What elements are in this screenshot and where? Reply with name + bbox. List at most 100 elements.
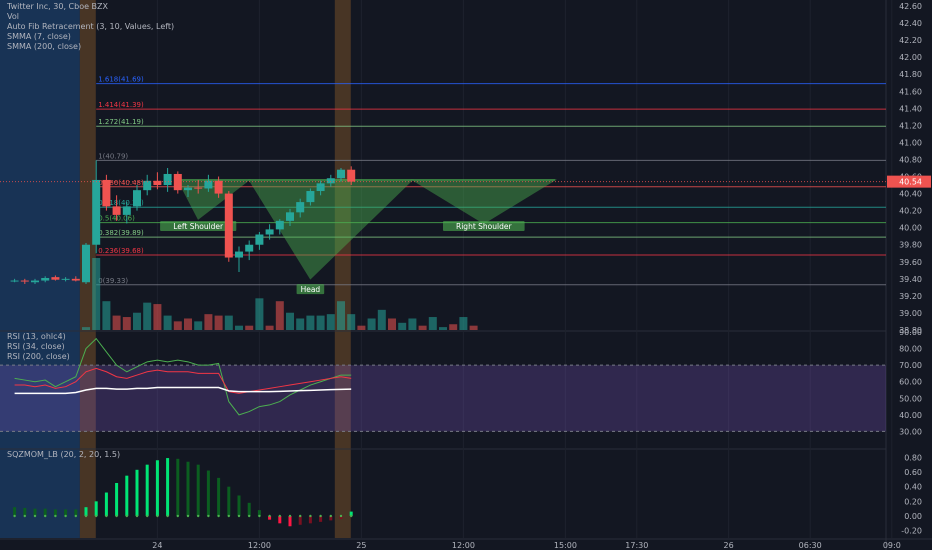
volume-bar-12 bbox=[204, 314, 213, 330]
sqz-tick-3: 0.20 bbox=[904, 497, 922, 506]
sqz-bar-24 bbox=[257, 510, 261, 516]
pattern-label-bg-2 bbox=[443, 220, 525, 231]
candle-body-29 bbox=[306, 191, 315, 203]
volume-bar-19 bbox=[275, 301, 284, 330]
volume-bar-5 bbox=[133, 312, 141, 330]
legend-rsi-200[interactable]: RSI (200, close) bbox=[7, 352, 70, 361]
fib-label-1.618: 1.618(41.69) bbox=[98, 76, 144, 84]
volume-bar-16 bbox=[245, 325, 254, 330]
volume-bar-1 bbox=[92, 258, 101, 330]
volume-bar-11 bbox=[194, 321, 203, 330]
price-tick-0: 42.60 bbox=[899, 2, 922, 11]
time-label-2: 25 bbox=[356, 541, 366, 550]
volume-bar-2 bbox=[102, 301, 111, 330]
price-tick-16: 39.40 bbox=[899, 275, 922, 284]
candle-body-27 bbox=[286, 212, 294, 221]
candle-body-28 bbox=[296, 202, 305, 213]
session-highlight-1 bbox=[334, 0, 351, 538]
volume-bar-34 bbox=[428, 317, 437, 330]
rsi-line-1 bbox=[14, 367, 352, 394]
sqz-dot-1 bbox=[23, 514, 26, 518]
sqz-tick-2: 0.40 bbox=[904, 483, 922, 492]
sqz-dot-11 bbox=[125, 514, 128, 518]
sqz-bar-33 bbox=[349, 511, 353, 516]
time-label-6: 26 bbox=[724, 541, 734, 550]
fib-label-1.272: 1.272(41.19) bbox=[98, 118, 144, 126]
sqz-tick-5: -0.20 bbox=[901, 527, 922, 536]
volume-bar-10 bbox=[184, 318, 192, 330]
sqz-bar-18 bbox=[196, 464, 200, 516]
fib-levels: 1.618(41.69) 1.414(41.39) 1.272(41.19) 1(40… bbox=[96, 76, 886, 286]
volume-bar-17 bbox=[255, 298, 264, 330]
legend-sqzmom[interactable]: SQZMOM_LB (20, 2, 20, 1.5) bbox=[7, 450, 121, 459]
sqz-dot-26 bbox=[278, 514, 281, 518]
sqz-dot-19 bbox=[207, 514, 210, 518]
legend-smma-7[interactable]: SMMA (7, close) bbox=[7, 32, 71, 41]
volume-bar-35 bbox=[439, 327, 447, 330]
sqz-bar-22 bbox=[237, 495, 241, 516]
price-tick-5: 41.60 bbox=[899, 87, 922, 96]
rsi-tick-2: 70.00 bbox=[899, 361, 922, 370]
sqz-dot-12 bbox=[135, 514, 139, 518]
sqz-bar-26 bbox=[278, 516, 282, 524]
legend-fib[interactable]: Auto Fib Retracement (3, 10, Values, Lef… bbox=[7, 22, 175, 31]
sqz-bar-0 bbox=[13, 507, 17, 516]
volume-bar-27 bbox=[357, 325, 366, 330]
fib-label-0.236: 0.236(39.68) bbox=[98, 247, 144, 255]
sqz-bar-1 bbox=[23, 507, 27, 516]
sqz-bar-20 bbox=[217, 477, 221, 516]
candle-body-3 bbox=[41, 277, 50, 281]
volume-bar-37 bbox=[459, 317, 468, 330]
price-tick-13: 40.00 bbox=[899, 224, 922, 233]
rsi-tick-1: 80.00 bbox=[899, 345, 922, 354]
legend-smma-200[interactable]: SMMA (200, close) bbox=[7, 42, 82, 51]
sqz-bar-13 bbox=[145, 464, 149, 516]
sqz-bar-17 bbox=[186, 461, 190, 516]
price-tick-7: 41.20 bbox=[899, 121, 922, 130]
price-tick-9: 40.80 bbox=[899, 155, 922, 164]
candles[interactable] bbox=[0, 160, 886, 284]
sqz-dot-6 bbox=[74, 514, 78, 518]
price-tick-14: 39.80 bbox=[899, 241, 922, 250]
candle-body-33 bbox=[347, 169, 356, 182]
price-tick-12: 40.20 bbox=[899, 207, 922, 216]
legend-symbol[interactable]: Twitter Inc, 30, Cboe BZX bbox=[7, 2, 109, 11]
price-tick-17: 39.20 bbox=[899, 292, 922, 301]
volume-bar-29 bbox=[377, 309, 386, 330]
sqz-dot-33 bbox=[350, 514, 353, 518]
price-tick-8: 41.00 bbox=[899, 138, 922, 147]
time-axis[interactable]: 24 12:00 25 12:00 15:00 17:30 26 06:30 09:0 bbox=[152, 541, 900, 550]
volume-bar-18 bbox=[265, 325, 274, 330]
sqz-bar-9 bbox=[104, 492, 108, 516]
rsi-line-0 bbox=[14, 337, 352, 416]
volume-bar-30 bbox=[388, 318, 396, 330]
sqz-bar-23 bbox=[247, 502, 251, 516]
sqz-dot-17 bbox=[186, 514, 190, 518]
volume-bar-0 bbox=[82, 327, 90, 330]
price-tick-4: 41.80 bbox=[899, 70, 922, 79]
sqz-dot-10 bbox=[115, 514, 118, 518]
candle-body-18 bbox=[194, 187, 203, 189]
candle-body-17 bbox=[184, 187, 192, 191]
last-price-badge bbox=[887, 175, 931, 188]
main-legend: Twitter Inc, 30, Cboe BZX Vol Auto Fib R… bbox=[7, 2, 174, 52]
legend-rsi-34[interactable]: RSI (34, close) bbox=[7, 342, 65, 351]
candle-body-8 bbox=[92, 179, 101, 245]
volume-bar-32 bbox=[408, 318, 417, 330]
candle-body-10 bbox=[112, 206, 121, 215]
history-shade bbox=[0, 0, 80, 538]
time-label-4: 15:00 bbox=[554, 541, 577, 550]
legend-rsi-13[interactable]: RSI (13, ohlc4) bbox=[7, 332, 66, 341]
volume-bar-8 bbox=[163, 315, 172, 330]
sqz-dot-20 bbox=[217, 514, 220, 518]
fib-label-1.414: 1.414(41.39) bbox=[98, 101, 144, 109]
sqz-bar-8 bbox=[94, 501, 98, 516]
price-axis[interactable]: 42.60 42.40 42.20 42.00 41.80 41.60 41.40 41.20… bbox=[887, 2, 931, 536]
candle-body-26 bbox=[275, 220, 284, 230]
candle-body-32 bbox=[337, 169, 345, 179]
legend-vol[interactable]: Vol bbox=[7, 12, 19, 21]
candle-body-9 bbox=[102, 179, 111, 207]
volume-bar-3 bbox=[112, 315, 121, 330]
